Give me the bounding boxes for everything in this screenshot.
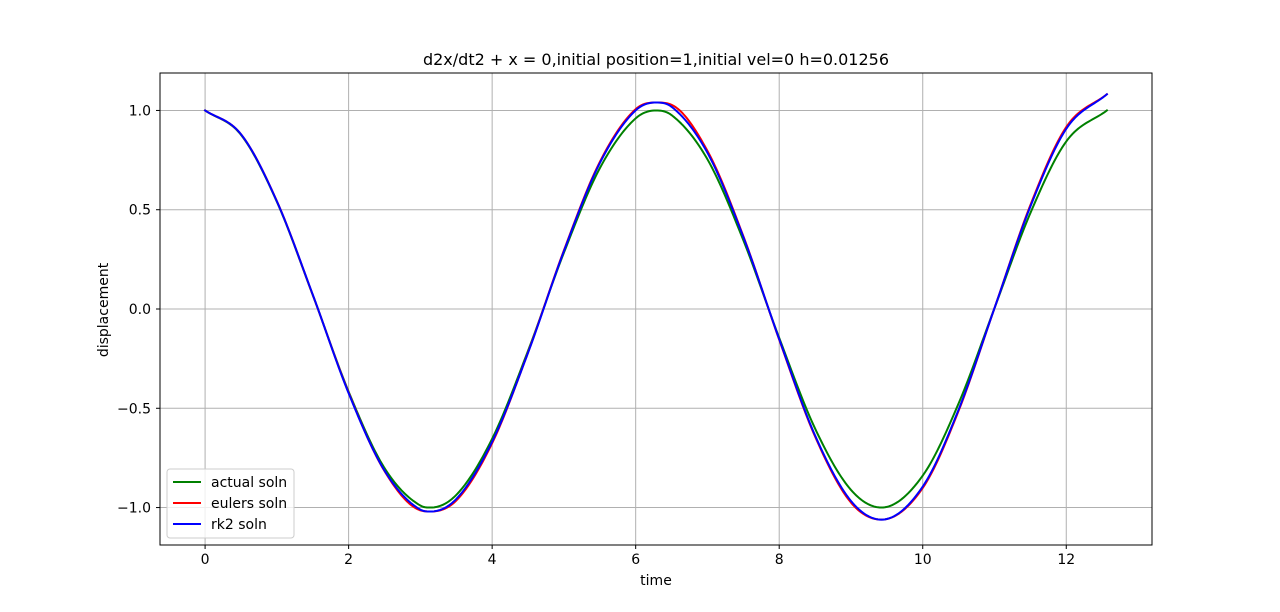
- legend-label-actual: actual soln: [211, 475, 287, 491]
- x-tick-label: 4: [488, 552, 497, 568]
- y-tick-label: 0.5: [129, 203, 151, 219]
- y-tick-label: 0.0: [129, 302, 151, 318]
- grid: [160, 73, 1152, 545]
- x-tick-label: 2: [344, 552, 353, 568]
- x-tick-label: 6: [631, 552, 640, 568]
- legend-label-eulers: eulers soln: [211, 496, 287, 512]
- series-layer: [203, 92, 1109, 521]
- x-tick-label: 12: [1057, 552, 1075, 568]
- legend: actual soln eulers soln rk2 soln: [166, 468, 295, 539]
- x-tick-label: 10: [914, 552, 932, 568]
- legend-label-rk2: rk2 soln: [211, 517, 267, 533]
- x-axis-label: time: [640, 573, 672, 589]
- y-tick-label: 1.0: [129, 103, 151, 119]
- chart-title: d2x/dt2 + x = 0,initial position=1,initi…: [423, 50, 889, 69]
- axis-ticks: 0 2 4 6 8 10 12 −1.0 −0.5 0.0 0.5 1.0: [117, 103, 1075, 568]
- legend-frame: [166, 468, 295, 539]
- rk2-soln-line: [203, 92, 1109, 521]
- x-tick-label: 8: [775, 552, 784, 568]
- y-tick-label: −1.0: [117, 501, 151, 517]
- y-axis-label: displacement: [96, 262, 112, 357]
- y-tick-label: −0.5: [117, 401, 151, 417]
- x-tick-label: 0: [201, 552, 210, 568]
